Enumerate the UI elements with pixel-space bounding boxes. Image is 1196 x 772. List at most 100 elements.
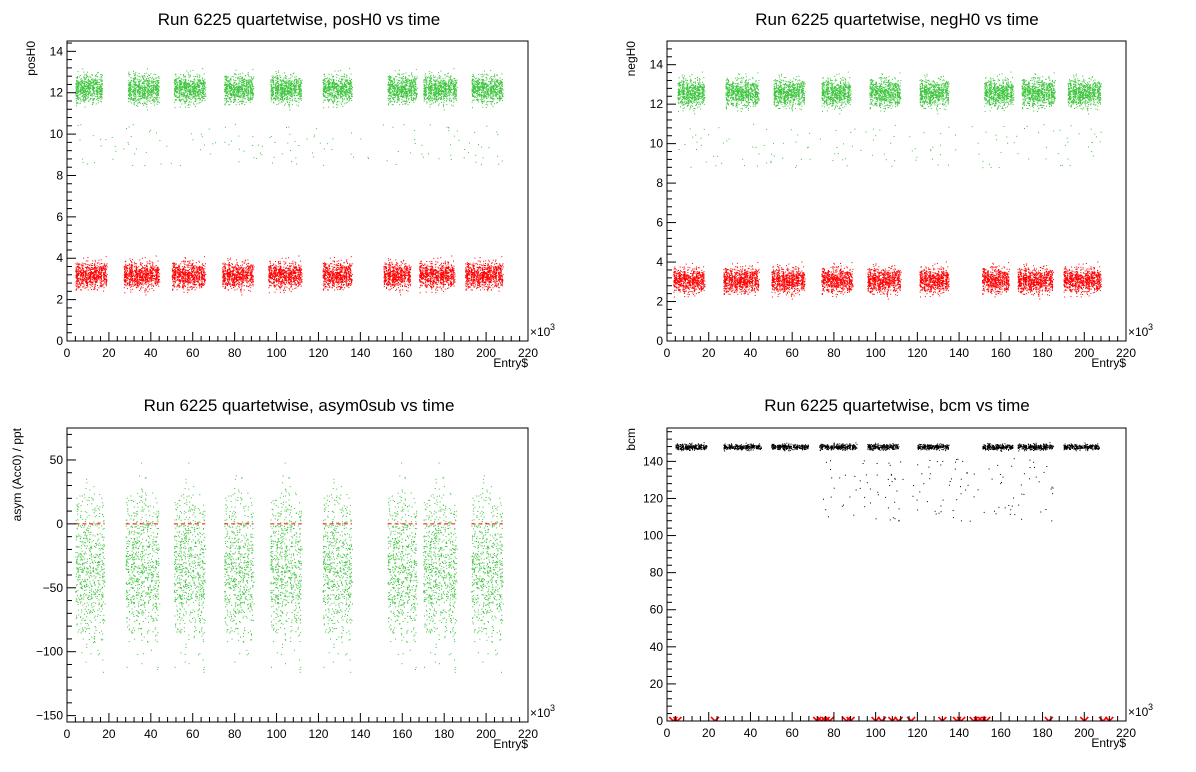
data-point xyxy=(994,510,995,512)
data-point xyxy=(134,153,136,155)
data-point xyxy=(1052,493,1054,495)
data-point xyxy=(825,461,827,463)
data-point xyxy=(273,156,275,158)
data-point xyxy=(913,485,915,487)
data-block xyxy=(773,73,806,112)
data-point xyxy=(833,487,835,489)
data-block xyxy=(1063,261,1102,298)
x-axis-label: Entry$ xyxy=(493,356,528,370)
data-point xyxy=(938,512,940,514)
data-point xyxy=(1100,131,1102,133)
data-point xyxy=(885,496,887,498)
data-point xyxy=(209,153,211,155)
data-block xyxy=(75,68,104,108)
x-tick-label: 0 xyxy=(64,346,71,360)
series-2 xyxy=(668,716,1114,721)
data-point xyxy=(1040,511,1042,513)
data-point xyxy=(871,154,873,156)
marker xyxy=(820,716,831,721)
series-2 xyxy=(75,255,504,296)
chart-title: Run 6225 quartetwise, bcm vs time xyxy=(598,396,1196,416)
data-point xyxy=(1001,481,1002,483)
x-axis-label: Entry$ xyxy=(1091,736,1126,750)
data-point xyxy=(998,167,1000,169)
data-point xyxy=(395,164,397,165)
data-point xyxy=(930,150,932,152)
data-point xyxy=(288,126,290,128)
data-block xyxy=(125,462,161,670)
data-point xyxy=(795,141,797,143)
data-point xyxy=(773,155,775,157)
data-point xyxy=(955,461,956,463)
data-point xyxy=(351,132,352,134)
data-point xyxy=(323,164,325,166)
x-tick-label: 20 xyxy=(702,726,716,740)
data-point xyxy=(497,155,499,157)
data-point xyxy=(1033,461,1035,463)
data-point xyxy=(428,153,430,155)
marker xyxy=(672,716,682,721)
data-point xyxy=(896,490,898,492)
data-point xyxy=(1046,466,1048,467)
data-point xyxy=(323,148,325,150)
x-tick-label: 200 xyxy=(1074,346,1094,360)
data-point xyxy=(995,513,997,515)
data-point xyxy=(82,158,84,160)
data-point xyxy=(114,145,116,147)
data-block xyxy=(270,70,303,111)
data-point xyxy=(845,158,847,160)
y-tick-label: 20 xyxy=(650,677,664,691)
x-tick-label: 180 xyxy=(434,346,454,360)
data-point xyxy=(496,131,498,133)
data-point xyxy=(948,484,950,486)
x-multiplier-exponent: 3 xyxy=(550,703,555,713)
data-point xyxy=(1021,518,1023,520)
data-point xyxy=(498,163,500,165)
data-point xyxy=(844,474,846,476)
data-point xyxy=(482,157,484,159)
data-point xyxy=(1000,483,1002,485)
data-point xyxy=(214,142,216,144)
data-point xyxy=(111,137,113,138)
data-point xyxy=(890,142,892,144)
data-point xyxy=(915,159,917,161)
data-point xyxy=(1013,142,1015,144)
data-block xyxy=(1017,263,1054,300)
data-point xyxy=(854,475,856,477)
data-block xyxy=(917,443,950,452)
y-tick-label: 140 xyxy=(643,454,663,468)
data-point xyxy=(1067,141,1069,143)
x-tick-label: 0 xyxy=(664,726,671,740)
data-point xyxy=(864,506,866,508)
data-point xyxy=(112,158,114,160)
data-point xyxy=(894,477,896,479)
data-point xyxy=(983,511,985,513)
data-point xyxy=(1094,133,1096,135)
x-tick-label: 40 xyxy=(144,727,158,741)
data-point xyxy=(1029,467,1031,468)
data-point xyxy=(839,477,841,479)
data-block xyxy=(982,442,1014,452)
data-point xyxy=(700,137,702,139)
data-block xyxy=(322,68,353,109)
x-tick-label: 220 xyxy=(518,346,538,360)
data-point xyxy=(1000,151,1002,153)
data-point xyxy=(456,130,458,132)
data-point xyxy=(873,128,874,130)
x-tick-label: 60 xyxy=(186,346,200,360)
data-block xyxy=(1017,442,1054,452)
data-point xyxy=(1059,129,1061,131)
data-point xyxy=(940,464,942,466)
x-multiplier: ×10 xyxy=(530,706,551,720)
data-point xyxy=(891,474,893,476)
data-point xyxy=(270,135,272,137)
series-1 xyxy=(823,458,1054,522)
data-block xyxy=(821,262,854,298)
x-tick-label: 40 xyxy=(744,346,758,360)
data-point xyxy=(951,478,952,480)
data-point xyxy=(1050,488,1052,490)
data-block xyxy=(723,442,762,452)
data-point xyxy=(128,126,130,128)
series-0 xyxy=(675,442,1100,452)
data-point xyxy=(1078,133,1080,135)
